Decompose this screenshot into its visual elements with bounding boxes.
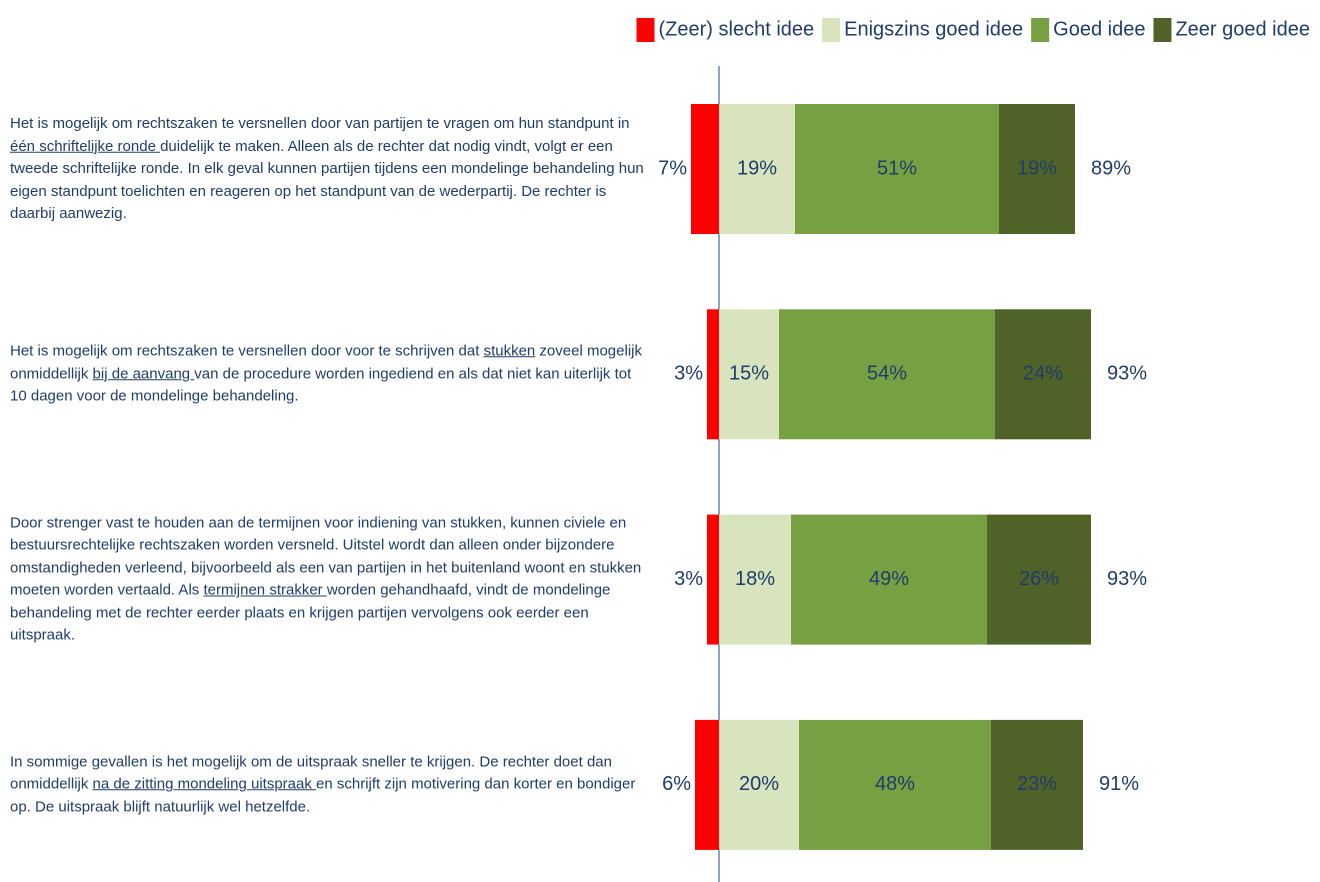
- bar-segment: [719, 514, 791, 645]
- legend-label: Goed idee: [1053, 18, 1145, 40]
- category-text: bij de aanvang: [92, 365, 195, 383]
- category-text: van de procedure worden ingediend en als…: [10, 365, 632, 405]
- category-label: Door strenger vast te houden aan de term…: [10, 512, 650, 647]
- category-text: Het is mogelijk om rechtszaken te versne…: [10, 114, 630, 132]
- value-label: 3%: [674, 363, 703, 385]
- legend-swatch: [822, 18, 841, 42]
- value-label: 54%: [867, 363, 907, 385]
- category-label: In sommige gevallen is het mogelijk om d…: [10, 751, 650, 819]
- total-label: 89%: [1091, 157, 1131, 179]
- value-label: 3%: [674, 568, 703, 590]
- bar-segment: [719, 104, 795, 234]
- category-label: Het is mogelijk om rechtszaken te versne…: [10, 113, 650, 226]
- total-label: 91%: [1099, 773, 1139, 795]
- category-text: en schrijft zijn motivering dan korter e…: [10, 775, 636, 816]
- bar-segment: [799, 719, 991, 850]
- value-label: 6%: [662, 773, 691, 795]
- bar-segment: [999, 104, 1075, 234]
- category-text: duidelijk te maken. Alleen als de rechte…: [10, 137, 644, 222]
- category-text: Het is mogelijk om rechtszaken te versne…: [10, 342, 484, 360]
- bar-segment: [707, 309, 719, 440]
- legend-label: (Zeer) slecht idee: [659, 18, 815, 40]
- total-label: 93%: [1107, 363, 1147, 385]
- bar-segment: [695, 719, 719, 850]
- value-label: 49%: [869, 568, 909, 590]
- bar-segment: [991, 719, 1083, 850]
- bar-segment: [707, 514, 719, 645]
- bar-segment: [719, 719, 799, 850]
- value-label: 19%: [1017, 157, 1057, 179]
- category-text: termijnen strakker: [203, 581, 327, 599]
- bar-segment: [987, 514, 1091, 645]
- value-label: 18%: [735, 568, 775, 590]
- bar-segment: [995, 309, 1091, 440]
- category-text: Door strenger vast te houden aan de term…: [10, 514, 642, 599]
- value-label: 20%: [739, 773, 779, 795]
- value-label: 26%: [1019, 568, 1059, 590]
- value-label: 23%: [1017, 773, 1057, 795]
- legend-swatch: [1153, 18, 1172, 42]
- category-text: stukken: [483, 342, 536, 360]
- legend-label: Enigszins goed idee: [844, 18, 1023, 40]
- bar-segment: [719, 309, 779, 440]
- bar-segment: [691, 104, 719, 234]
- category-text: In sommige gevallen is het mogelijk om d…: [10, 753, 612, 793]
- value-label: 7%: [658, 157, 687, 179]
- total-label: 93%: [1107, 568, 1147, 590]
- category-text: na de zitting mondeling uitspraak: [92, 775, 317, 793]
- category-text: zoveel mogelijk onmiddellijk: [10, 342, 642, 383]
- category-text: worden gehandhaafd, vindt de mondelinge …: [10, 581, 611, 644]
- category-text: één schriftelijke ronde: [10, 137, 161, 155]
- value-label: 24%: [1023, 363, 1063, 385]
- bar-segment: [779, 309, 995, 440]
- bar-segment: [791, 514, 987, 645]
- value-label: 19%: [737, 157, 777, 179]
- value-label: 15%: [729, 363, 769, 385]
- legend-swatch: [636, 18, 655, 42]
- legend-label: Zeer goed idee: [1175, 18, 1310, 40]
- category-label: Het is mogelijk om rechtszaken te versne…: [10, 341, 650, 409]
- value-label: 48%: [875, 773, 915, 795]
- bar-segment: [795, 104, 999, 234]
- legend-swatch: [1031, 18, 1050, 42]
- value-label: 51%: [877, 157, 917, 179]
